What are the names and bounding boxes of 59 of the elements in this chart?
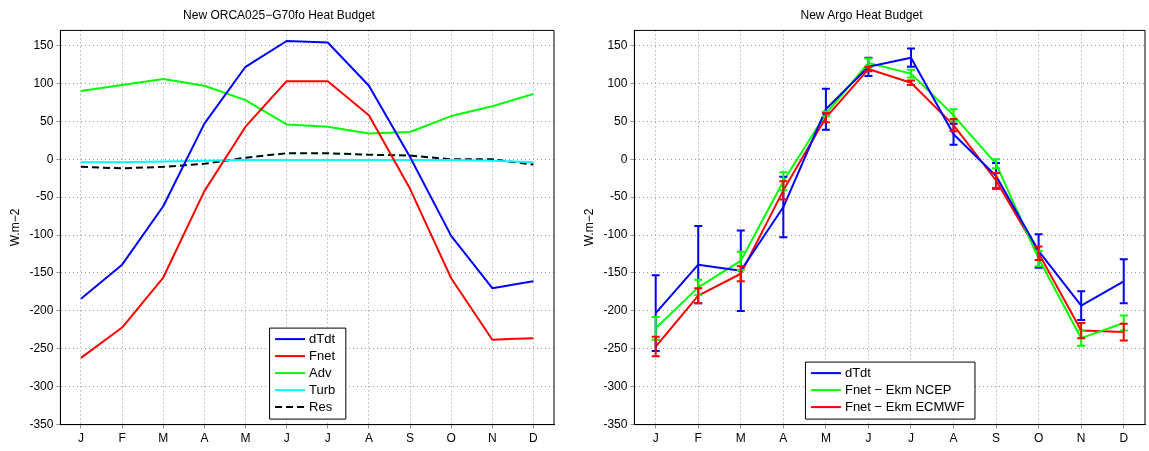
legend-label: Turb [309,381,336,397]
legend-label: Adv [309,364,332,380]
x-tick-label: M [735,431,746,446]
y-tick-label: 100 [607,75,628,90]
legend-label: Fnet [309,347,336,363]
x-tick-label: D [1119,431,1129,446]
x-tick-label: S [992,431,1001,446]
y-tick-label: -250 [603,341,628,356]
y-tick-label: -350 [603,416,628,431]
line-series [79,152,535,170]
x-tick-label: N [487,431,497,446]
x-tick-label: J [652,431,659,446]
y-tick-label: 50 [40,113,54,128]
x-tick-label: A [779,431,788,446]
legend-label: Res [309,398,333,414]
y-tick-label: -300 [603,379,628,394]
x-tick-label: N [1076,431,1086,446]
x-tick-label: J [77,431,84,446]
y-axis-title: W.m−2 [581,208,596,247]
x-tick-label: F [118,431,126,446]
y-tick-label: 0 [620,151,628,166]
x-tick-label: M [158,431,169,446]
y-tick-label: -100 [603,227,628,242]
x-tick-label: J [907,431,914,446]
y-tick-label: -100 [29,227,54,242]
legend-label: dTdt [844,364,872,380]
x-tick-label: S [406,431,415,446]
x-tick-label: M [820,431,831,446]
y-tick-label: -350 [29,416,54,431]
y-tick-label: 150 [607,37,628,52]
legend-label: Fnet − Ekm ECMWF [844,398,965,414]
x-tick-label: J [283,431,290,446]
x-tick-label: D [529,431,539,446]
chart-title: New Argo Heat Budget [800,7,924,22]
x-tick-label: A [949,431,958,446]
legend-label: Fnet − Ekm NCEP [844,381,952,397]
y-tick-label: 50 [614,113,628,128]
y-tick-label: -50 [610,189,628,204]
y-tick-label: 100 [33,75,54,90]
y-tick-label: -200 [29,303,54,318]
y-tick-label: -150 [29,265,54,280]
x-tick-label: A [364,431,373,446]
y-axis-title: W.m−2 [7,208,22,247]
y-tick-label: 0 [46,151,54,166]
x-tick-label: J [865,431,872,446]
y-tick-label: -150 [603,265,628,280]
chart-title: New ORCA025−G70fo Heat Budget [183,7,376,22]
x-tick-label: M [240,431,251,446]
y-tick-label: -50 [36,189,54,204]
y-tick-label: -200 [603,303,628,318]
x-tick-label: A [200,431,209,446]
x-tick-label: O [446,431,456,446]
x-tick-label: J [324,431,331,446]
y-tick-label: -250 [29,341,54,356]
y-tick-label: -300 [29,379,54,394]
x-tick-label: O [1033,431,1044,446]
y-tick-label: 150 [33,37,54,52]
legend-label: dTdt [309,330,336,346]
x-tick-label: F [694,431,702,446]
